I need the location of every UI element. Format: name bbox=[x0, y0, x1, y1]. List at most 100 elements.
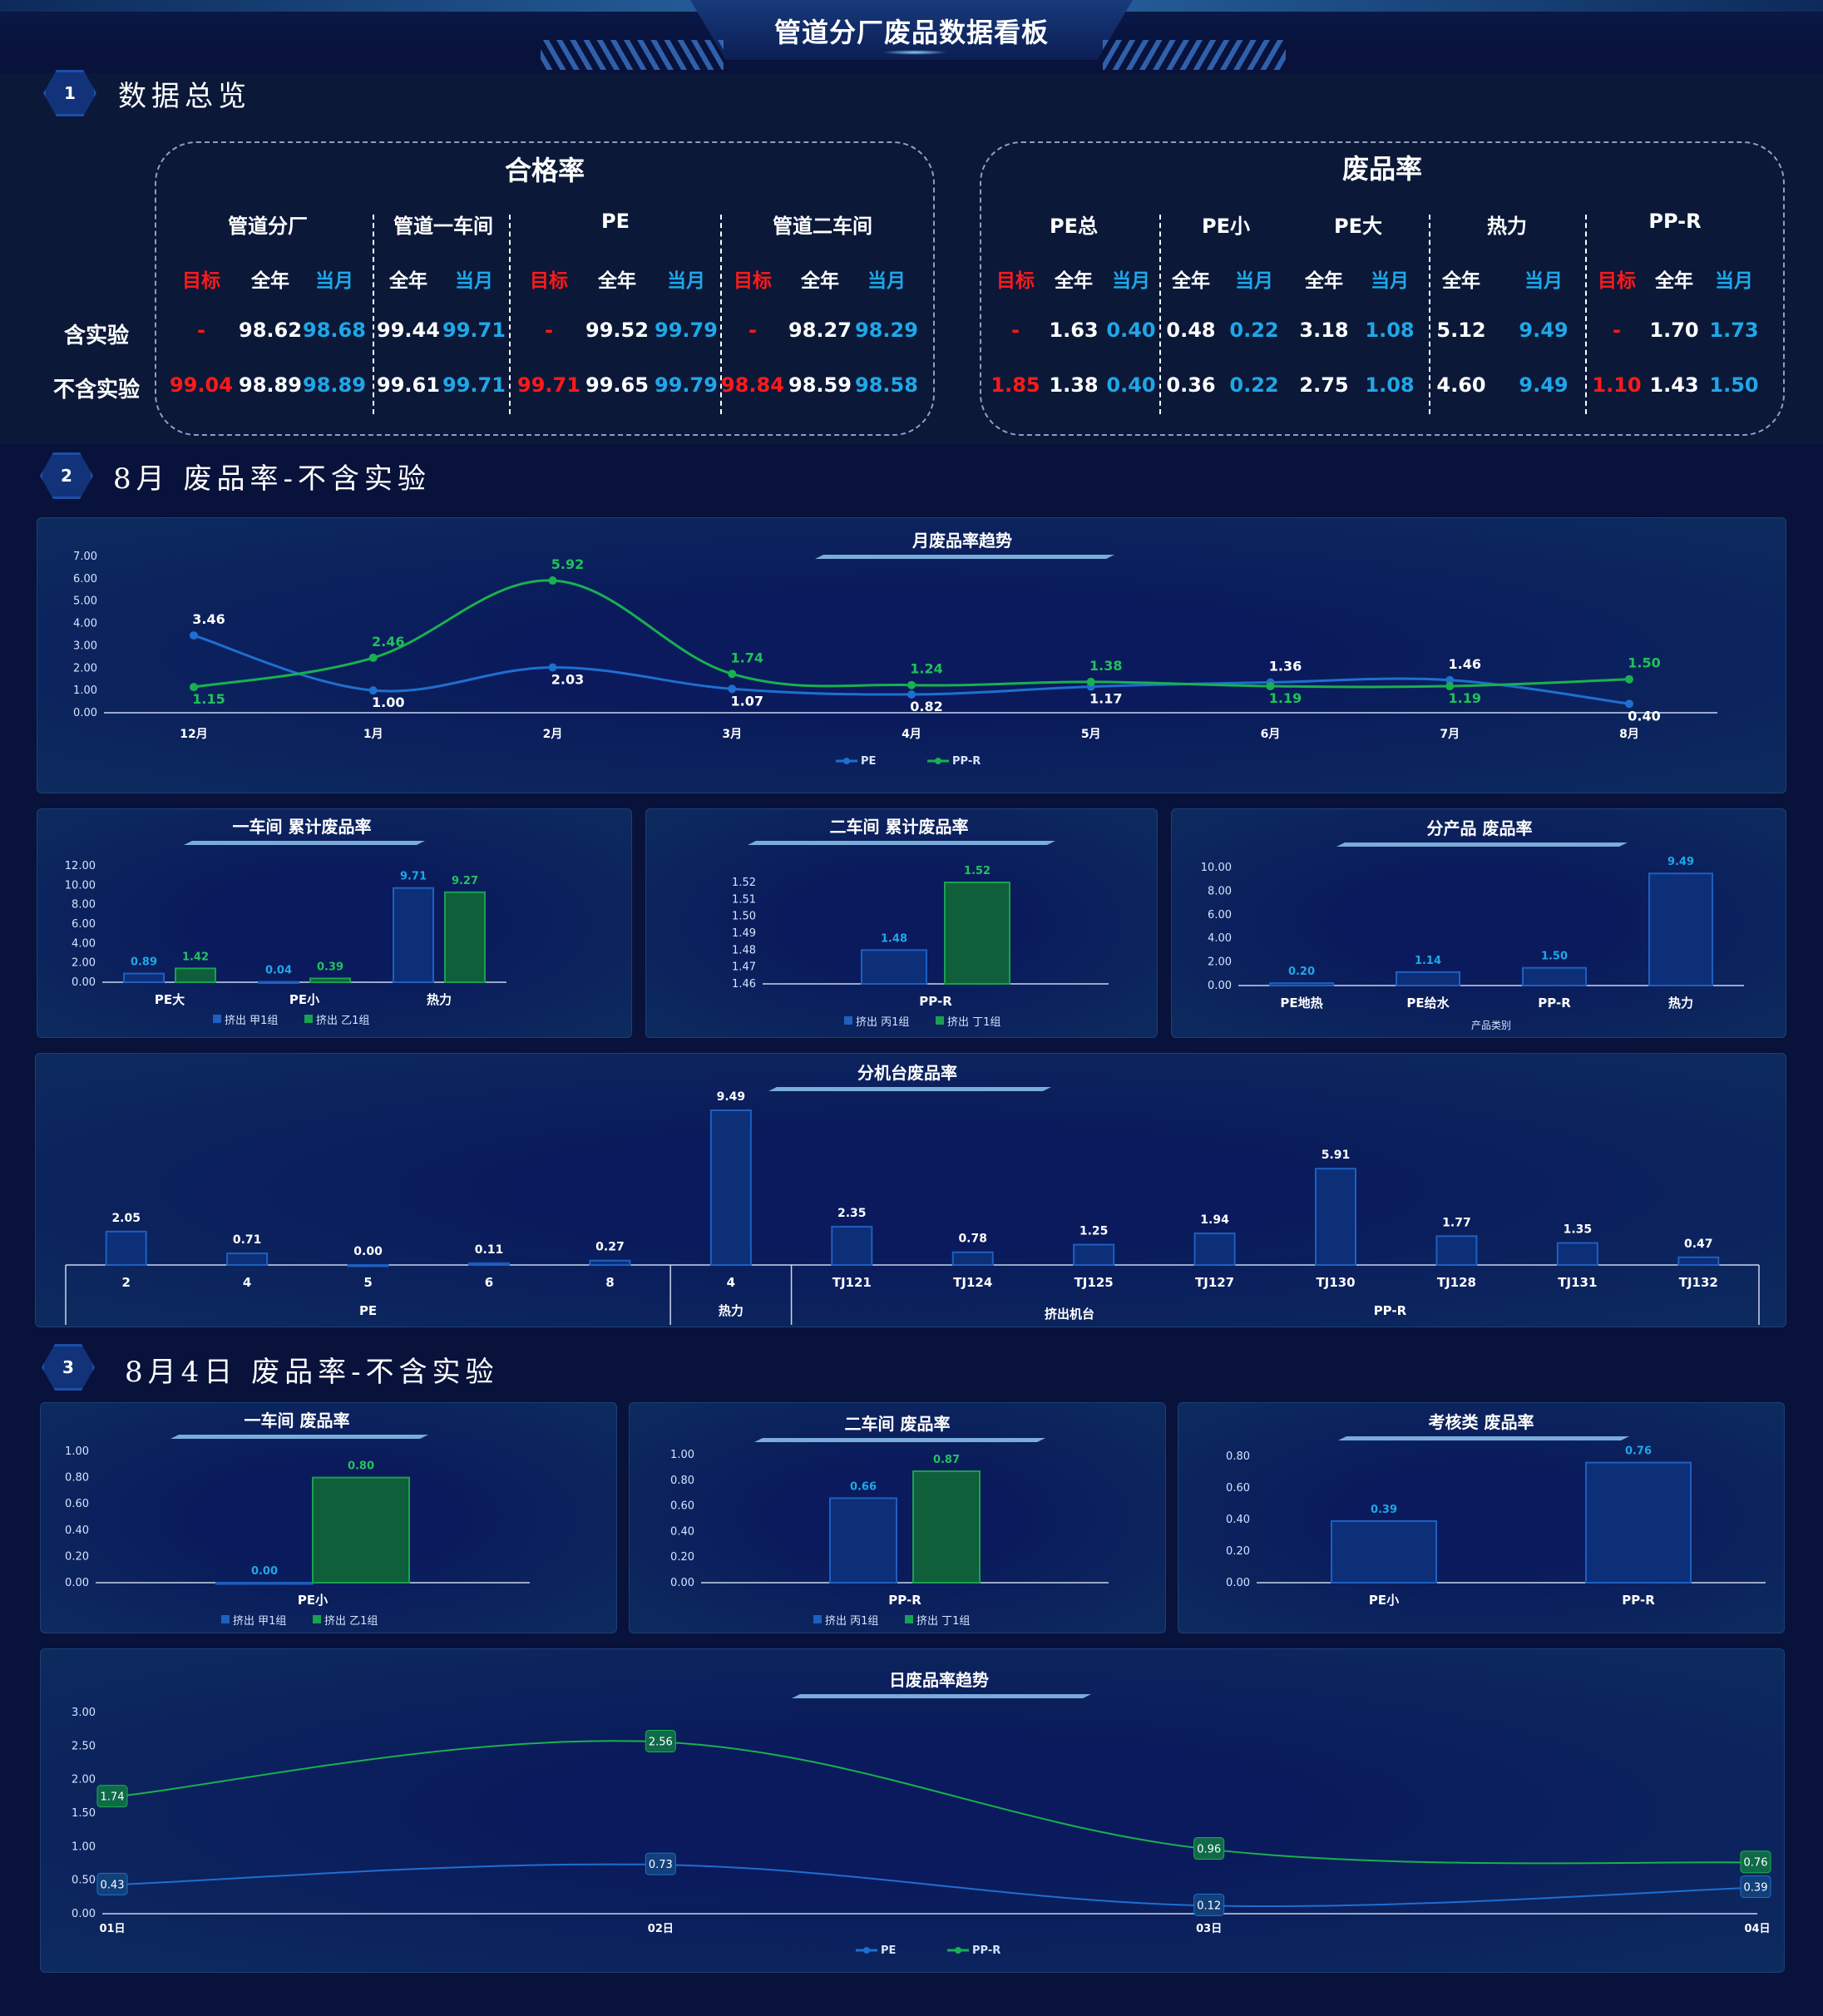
chart-title-underline bbox=[754, 1438, 1045, 1442]
pass-value-cell: 99.71 bbox=[442, 319, 506, 342]
x-tick-label: TJ121 bbox=[832, 1275, 872, 1290]
y-tick-label: 0.00 bbox=[65, 1577, 89, 1589]
bar bbox=[944, 882, 1010, 985]
bar bbox=[312, 1476, 410, 1584]
group-label: PE bbox=[359, 1303, 377, 1318]
bar-value-label: 0.80 bbox=[348, 1460, 374, 1473]
data-label: 0.12 bbox=[1197, 1900, 1221, 1912]
data-label: 1.07 bbox=[731, 693, 763, 709]
bar bbox=[709, 1109, 752, 1266]
x-tick-label: PE给水 bbox=[1406, 996, 1450, 1010]
x-tick-label: 5月 bbox=[1081, 728, 1101, 741]
bar bbox=[1073, 1243, 1115, 1267]
data-label: 1.36 bbox=[1269, 658, 1302, 674]
group-label: 挤出机台 bbox=[1045, 1307, 1094, 1322]
legend-label: PP-R bbox=[952, 755, 981, 768]
data-point bbox=[1625, 699, 1633, 709]
bar-value-label: 9.71 bbox=[400, 871, 427, 883]
daily-ws1-chart: 一车间 废品率 1.00 0.80 0.60 0.40 0.20 0.00 PE小 0.00 0.… bbox=[65, 1411, 530, 1628]
x-tick-label: TJ125 bbox=[1075, 1275, 1114, 1290]
scrap-group-header: 热力 bbox=[1487, 215, 1527, 238]
pass-rate-box bbox=[155, 141, 935, 436]
page-title: 管道分厂废品数据看板 bbox=[773, 17, 1049, 48]
scrap-value-cell: 2.75 bbox=[1299, 373, 1349, 397]
section-title-1: 数据总览 bbox=[118, 80, 251, 113]
scrap-value-cell: 0.48 bbox=[1166, 319, 1216, 342]
y-tick-label: 6.00 bbox=[72, 918, 96, 931]
pass-value-cell: 99.71 bbox=[517, 373, 580, 397]
data-label: 0.40 bbox=[1628, 708, 1660, 724]
scrap-col-header: 全年 bbox=[1172, 270, 1210, 292]
overview-section-bg bbox=[0, 73, 1823, 444]
y-tick-label: 4.00 bbox=[1208, 932, 1232, 945]
ws2-cumulative-panel: 二车间 累计废品率 1.52 1.51 1.50 1.49 1.48 1.47 1.46 PP-… bbox=[645, 808, 1158, 1038]
legend-marker bbox=[813, 1615, 822, 1623]
data-label: 1.38 bbox=[1089, 658, 1122, 674]
y-tick-label: 3.00 bbox=[73, 640, 97, 652]
daily-category-chart: 考核类 废品率 0.80 0.60 0.40 0.20 0.00 PE小 0.39 PP-R 0.… bbox=[1226, 1412, 1766, 1608]
data-label: 2.03 bbox=[551, 671, 584, 687]
scrap-value-cell: 0.22 bbox=[1229, 319, 1279, 342]
bar-value-label: 1.77 bbox=[1442, 1216, 1471, 1229]
y-tick-label: 0.00 bbox=[1226, 1577, 1250, 1589]
group-label: PP-R bbox=[1374, 1303, 1407, 1318]
x-tick-label: TJ128 bbox=[1437, 1275, 1476, 1290]
chart-title: 分产品 废品率 bbox=[1427, 818, 1533, 838]
x-tick-label: 12月 bbox=[180, 728, 207, 741]
daily-ws1-panel: 一车间 废品率 1.00 0.80 0.60 0.40 0.20 0.00 PE小 0.00 0.… bbox=[40, 1402, 617, 1633]
machine-panel: 分机台废品率 2.05 2 0.71 4 0.00 5 0.11 6 0.27 8 9.49 4 2.35… bbox=[35, 1053, 1786, 1327]
data-label: 1.46 bbox=[1449, 656, 1481, 672]
pass-value-cell: 98.89 bbox=[239, 373, 302, 397]
bar-value-label: 9.49 bbox=[717, 1090, 746, 1104]
data-label-box bbox=[1193, 1893, 1225, 1916]
bar-value-label: 0.39 bbox=[317, 961, 343, 973]
y-tick-label: 8.00 bbox=[72, 899, 96, 912]
y-tick-label: 0.00 bbox=[72, 976, 96, 989]
y-tick-label: 2.00 bbox=[1208, 956, 1232, 969]
y-tick-label: 5.00 bbox=[73, 595, 97, 608]
bar bbox=[861, 949, 927, 985]
scrap-value-cell: 1.73 bbox=[1709, 319, 1759, 342]
scrap-value-cell: - bbox=[1613, 319, 1621, 342]
bar-value-label: 0.78 bbox=[958, 1233, 987, 1246]
y-tick-label: 1.00 bbox=[65, 1445, 89, 1458]
y-tick-label: 1.00 bbox=[670, 1449, 694, 1461]
bar bbox=[1648, 872, 1713, 986]
pass-value-cell: 98.27 bbox=[788, 319, 852, 342]
x-tick-label: 6月 bbox=[1261, 728, 1281, 741]
bar-value-label: 9.27 bbox=[452, 875, 478, 887]
pass-value-cell: 99.61 bbox=[377, 373, 440, 397]
x-tick-label: 3月 bbox=[722, 728, 742, 741]
scrap-value-cell: 3.18 bbox=[1299, 319, 1349, 342]
scrap-group-divider bbox=[1159, 215, 1161, 414]
y-tick-label: 0.00 bbox=[1208, 980, 1232, 992]
data-label: 1.19 bbox=[1269, 690, 1302, 706]
title-glow bbox=[882, 50, 948, 55]
x-tick-label: PP-R bbox=[1622, 1593, 1655, 1608]
y-tick-label: 0.60 bbox=[1226, 1482, 1250, 1495]
scrap-value-cell: 0.36 bbox=[1166, 373, 1216, 397]
data-label: 0.39 bbox=[1744, 1882, 1768, 1895]
y-tick-label: 0.00 bbox=[670, 1577, 694, 1589]
pass-group-header: PE bbox=[601, 210, 630, 233]
y-tick-label: 0.40 bbox=[1226, 1514, 1250, 1526]
bar-value-label: 0.71 bbox=[233, 1233, 262, 1247]
bar-value-label: 1.52 bbox=[964, 865, 991, 877]
y-tick-label: 0.80 bbox=[65, 1472, 89, 1485]
daily-category-panel: 考核类 废品率 0.80 0.60 0.40 0.20 0.00 PE小 0.39 PP-R 0.… bbox=[1178, 1402, 1785, 1633]
bar-value-label: 0.76 bbox=[1625, 1445, 1652, 1458]
y-tick-label: 0.40 bbox=[670, 1525, 694, 1538]
data-label-box bbox=[1740, 1850, 1771, 1874]
y-tick-label: 0.20 bbox=[670, 1551, 694, 1564]
bar bbox=[1269, 982, 1334, 987]
y-tick-label: 4.00 bbox=[72, 937, 96, 950]
bar-value-label: 1.48 bbox=[881, 932, 907, 945]
bar-value-label: 0.00 bbox=[353, 1245, 383, 1258]
bar bbox=[829, 1497, 897, 1584]
scrap-value-cell: 5.12 bbox=[1436, 319, 1486, 342]
data-label: 3.46 bbox=[192, 611, 225, 627]
scrap-value-cell: 0.40 bbox=[1106, 373, 1156, 397]
bar bbox=[1522, 966, 1587, 986]
data-point bbox=[368, 653, 378, 662]
x-tick-label: 4 bbox=[727, 1275, 735, 1290]
